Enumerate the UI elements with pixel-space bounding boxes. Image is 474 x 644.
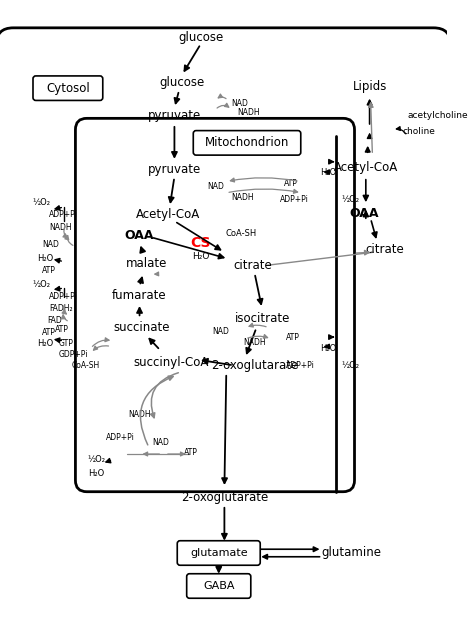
Text: H₂O: H₂O	[320, 344, 337, 353]
Text: acetylcholine: acetylcholine	[407, 111, 468, 120]
Text: Acetyl-CoA: Acetyl-CoA	[334, 161, 398, 174]
Text: ADP+Pi: ADP+Pi	[106, 433, 135, 442]
Text: pyruvate: pyruvate	[148, 163, 201, 176]
Text: CoA-SH: CoA-SH	[226, 229, 257, 238]
Text: ADP+Pi: ADP+Pi	[49, 292, 78, 301]
Text: ATP: ATP	[55, 325, 69, 334]
Text: GDP+Pi: GDP+Pi	[58, 350, 88, 359]
Text: ADP+Pi: ADP+Pi	[286, 361, 315, 370]
Text: NADH: NADH	[231, 193, 254, 202]
Text: Lipids: Lipids	[352, 80, 387, 93]
Text: succinyl-CoA: succinyl-CoA	[134, 356, 210, 369]
Text: ½O₂: ½O₂	[32, 198, 50, 207]
Text: choline: choline	[402, 127, 436, 136]
Text: OAA: OAA	[125, 229, 155, 242]
Text: H₂O: H₂O	[88, 469, 104, 478]
Text: ATP: ATP	[42, 328, 55, 337]
Text: FADH₂: FADH₂	[49, 305, 73, 313]
Text: citrate: citrate	[233, 259, 272, 272]
Text: NAD: NAD	[43, 240, 59, 249]
FancyBboxPatch shape	[193, 131, 301, 155]
Text: NADH: NADH	[237, 108, 260, 117]
Text: H₂O: H₂O	[192, 252, 210, 261]
FancyBboxPatch shape	[187, 574, 251, 598]
Text: OAA: OAA	[349, 207, 379, 220]
Text: H₂O: H₂O	[320, 167, 337, 176]
Text: FAD: FAD	[47, 316, 62, 325]
Text: Cytosol: Cytosol	[46, 82, 90, 95]
Text: fumarate: fumarate	[112, 289, 167, 302]
Text: pyruvate: pyruvate	[148, 109, 201, 122]
Text: ½O₂: ½O₂	[87, 455, 105, 464]
FancyBboxPatch shape	[33, 76, 103, 100]
Text: GTP: GTP	[58, 339, 73, 348]
Text: CS: CS	[191, 236, 211, 250]
Text: isocitrate: isocitrate	[235, 312, 290, 325]
Text: glutamine: glutamine	[322, 547, 382, 560]
Text: NAD: NAD	[212, 327, 229, 336]
Text: malate: malate	[126, 257, 167, 270]
Text: GABA: GABA	[203, 581, 235, 591]
FancyBboxPatch shape	[0, 28, 451, 635]
Text: NAD: NAD	[231, 99, 248, 108]
Text: citrate: citrate	[365, 243, 404, 256]
Text: glutamate: glutamate	[190, 548, 247, 558]
Text: NADH: NADH	[49, 223, 72, 232]
Text: succinate: succinate	[113, 321, 170, 334]
Text: ½O₂: ½O₂	[341, 195, 359, 204]
Text: Acetyl-CoA: Acetyl-CoA	[136, 208, 200, 221]
Text: glucose: glucose	[159, 76, 205, 89]
Text: Mitochondrion: Mitochondrion	[205, 137, 289, 149]
Text: H₂O: H₂O	[37, 254, 53, 263]
Text: glucose: glucose	[178, 31, 223, 44]
Text: 2-oxoglutarate: 2-oxoglutarate	[211, 359, 298, 372]
Text: ½O₂: ½O₂	[341, 361, 359, 370]
Text: NAD: NAD	[152, 438, 169, 447]
Text: CoA-SH: CoA-SH	[72, 361, 100, 370]
Text: H₂O: H₂O	[37, 339, 53, 348]
Text: ATP: ATP	[284, 179, 298, 188]
Text: 2-oxoglutarate: 2-oxoglutarate	[181, 491, 268, 504]
Text: ATP: ATP	[286, 332, 300, 341]
FancyBboxPatch shape	[177, 541, 260, 565]
Text: NAD: NAD	[208, 182, 224, 191]
Text: ATP: ATP	[42, 265, 55, 274]
Text: ADP+Pi: ADP+Pi	[281, 195, 309, 204]
Text: ATP: ATP	[183, 448, 197, 457]
FancyBboxPatch shape	[75, 118, 355, 492]
Text: ½O₂: ½O₂	[32, 279, 50, 289]
Text: NADH: NADH	[243, 338, 266, 347]
Text: ADP+Pi: ADP+Pi	[49, 210, 78, 219]
Text: NADH: NADH	[128, 410, 151, 419]
